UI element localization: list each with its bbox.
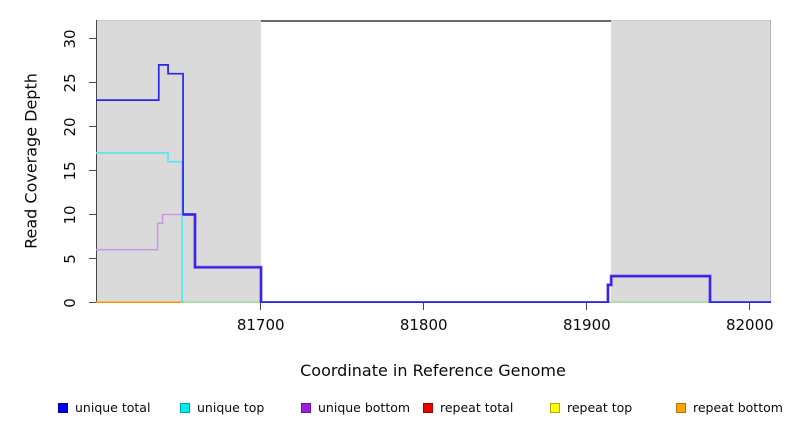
- y-tick: [89, 302, 96, 303]
- legend-swatch: [180, 403, 190, 413]
- y-axis-title: Read Coverage Depth: [21, 73, 41, 249]
- legend-label: unique bottom: [318, 400, 411, 415]
- x-tick-label: 81700: [236, 316, 285, 334]
- x-tick: [749, 303, 751, 310]
- y-tick: [89, 38, 96, 39]
- y-tick-label: 30: [61, 28, 79, 49]
- x-tick-label: 81900: [562, 316, 611, 334]
- y-tick-label: 10: [61, 204, 79, 225]
- plot-border-right: [770, 20, 771, 303]
- legend-label: repeat total: [440, 400, 514, 415]
- plot-border-left: [96, 20, 97, 303]
- line-unique-bottom: [96, 213, 184, 251]
- x-tick: [586, 303, 588, 310]
- series-lines: [96, 64, 771, 303]
- legend-swatch: [550, 403, 560, 413]
- legend-item-repeat-bottom: repeat bottom: [676, 400, 792, 416]
- legend-item-unique-top: unique top: [180, 400, 300, 416]
- legend-item-repeat-top: repeat top: [550, 400, 670, 416]
- plot-area: [96, 20, 771, 303]
- y-tick: [89, 214, 96, 215]
- y-tick-label: 5: [61, 253, 79, 264]
- legend-label: unique total: [75, 400, 151, 415]
- legend-swatch: [676, 403, 686, 413]
- plot-border-dark-top-segment: [260, 20, 612, 22]
- y-tick: [89, 126, 96, 127]
- y-tick-label: 20: [61, 116, 79, 137]
- right-shaded-region: [611, 20, 771, 303]
- legend-swatch: [301, 403, 311, 413]
- line-unique-top: [96, 152, 771, 303]
- legend-item-repeat-total: repeat total: [423, 400, 543, 416]
- line-unique-total: [96, 64, 771, 303]
- legend-label: repeat bottom: [693, 400, 783, 415]
- y-tick: [89, 170, 96, 171]
- legend-item-unique-total: unique total: [58, 400, 178, 416]
- line-unique-bottom-under-total: [183, 213, 771, 303]
- legend-swatch: [58, 403, 68, 413]
- legend-label: unique top: [197, 400, 265, 415]
- y-tick: [89, 258, 96, 259]
- y-tick-label: 15: [61, 160, 79, 181]
- legend-label: repeat top: [567, 400, 633, 415]
- x-tick-label: 81800: [399, 316, 448, 334]
- y-tick: [89, 82, 96, 83]
- legend-item-unique-bottom: unique bottom: [301, 400, 421, 416]
- y-tick-label: 25: [61, 72, 79, 93]
- x-axis-title: Coordinate in Reference Genome: [300, 361, 566, 380]
- x-tick-label: 82000: [725, 316, 774, 334]
- x-tick: [423, 303, 425, 310]
- x-tick: [260, 303, 262, 310]
- y-tick-label: 0: [61, 297, 79, 308]
- legend-swatch: [423, 403, 433, 413]
